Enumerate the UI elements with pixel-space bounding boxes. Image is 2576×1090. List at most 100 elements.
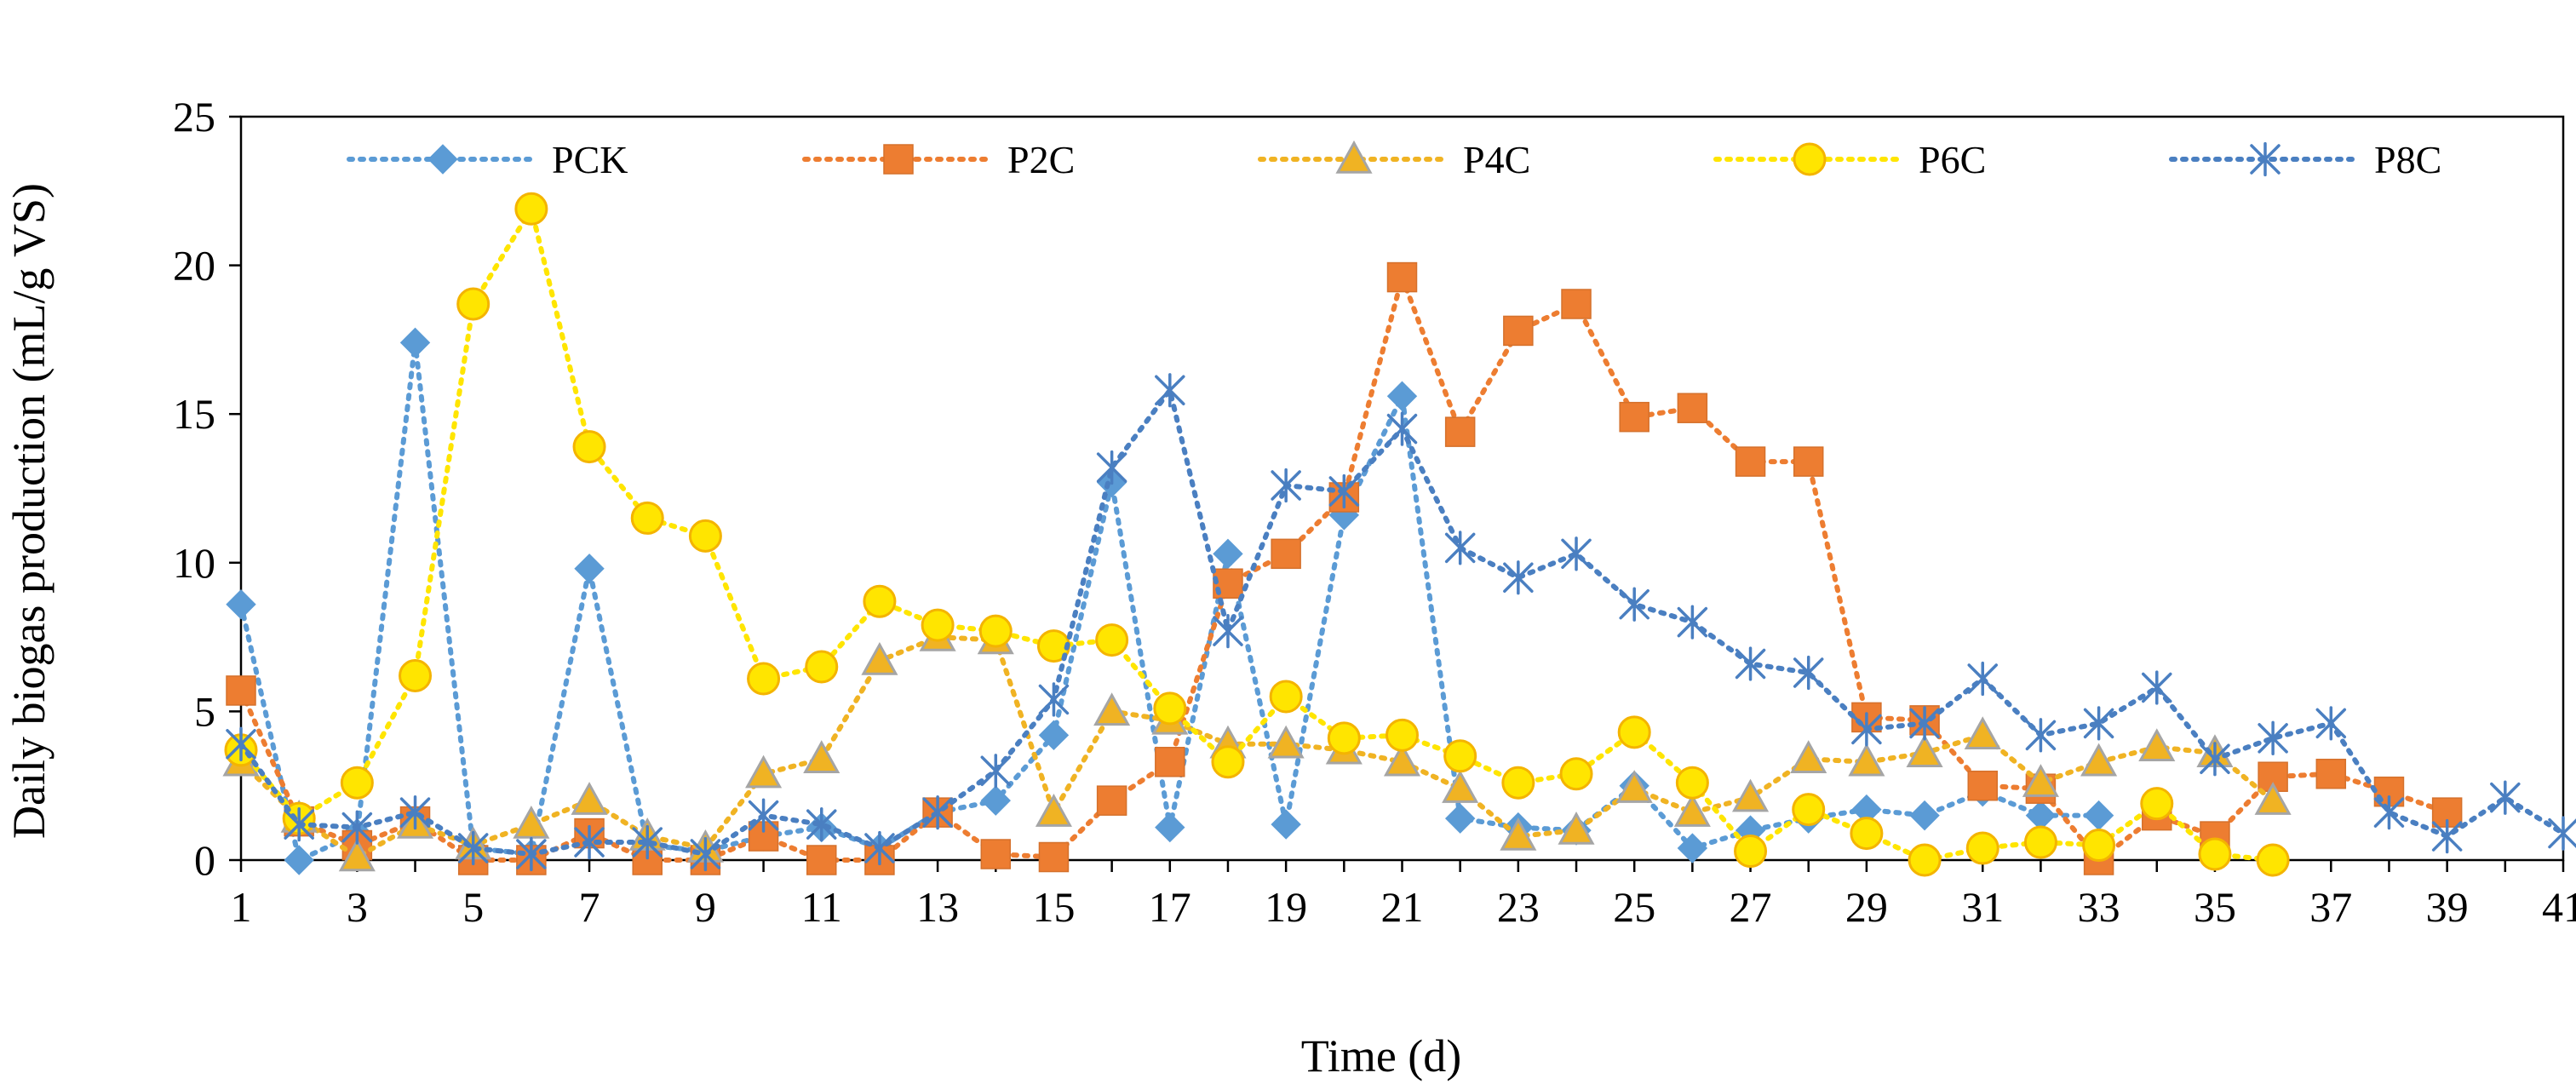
- data-point-p4c: [1848, 743, 1885, 777]
- data-point-p8c: [1561, 536, 1592, 571]
- data-point-pck: [574, 554, 605, 584]
- x-tick-label: 19: [1265, 883, 1307, 931]
- data-point-p2c: [1735, 446, 1766, 477]
- data-point-p2c: [1619, 401, 1649, 433]
- data-point-pck: [284, 845, 314, 875]
- x-tick-label: 23: [1497, 883, 1540, 931]
- x-tick-label: 33: [2078, 883, 2120, 931]
- data-point-p8c: [1967, 661, 1998, 697]
- data-point-p8c: [1444, 531, 1476, 565]
- plot-series: [222, 192, 2576, 877]
- data-point-p2c: [1386, 261, 1418, 293]
- x-tick-label: 39: [2426, 883, 2469, 931]
- axes: 1 3 5 7 9 11 13 15 17 19 21 23 25 27 29 31 33 35 37 39 41051…: [173, 93, 2576, 931]
- series-p6c: [224, 192, 2290, 877]
- x-tick-label: 1: [231, 883, 252, 931]
- data-point-p8c: [2258, 720, 2288, 755]
- data-point-p8c: [1677, 605, 1708, 640]
- x-tick-label: 29: [1845, 883, 1888, 931]
- data-point-pck: [1444, 803, 1476, 834]
- data-point-p6c: [2256, 843, 2290, 877]
- data-point-p6c: [978, 614, 1013, 648]
- legend-marker-p4c: [1335, 140, 1373, 174]
- data-point-p8c: [2200, 742, 2230, 777]
- data-point-p4c: [338, 838, 376, 872]
- data-point-p2c: [1677, 393, 1708, 423]
- x-axis-title: Time (d): [1301, 1030, 1462, 1081]
- data-point-p8c: [690, 836, 721, 872]
- data-point-p8c: [1909, 706, 1940, 741]
- x-tick-label: 17: [1149, 883, 1191, 931]
- data-point-p4c: [1964, 716, 2001, 750]
- data-point-pck: [226, 588, 256, 620]
- data-point-p6c: [1850, 817, 1884, 851]
- x-tick-label: 37: [2309, 883, 2352, 931]
- x-tick-label: 13: [916, 883, 959, 931]
- data-point-pck: [2083, 800, 2114, 831]
- data-point-p6c: [1792, 793, 1826, 827]
- data-point-p6c: [1965, 831, 1999, 865]
- data-point-p8c: [2315, 706, 2347, 741]
- data-point-p4c: [1558, 811, 1595, 845]
- data-point-p6c: [399, 658, 433, 692]
- data-point-p4c: [1035, 794, 1072, 827]
- data-point-p4c: [2080, 743, 2118, 777]
- data-point-p6c: [340, 766, 374, 800]
- data-point-p2c: [806, 845, 837, 875]
- data-point-p8c: [1328, 473, 1360, 509]
- data-point-p4c: [1383, 743, 1421, 777]
- y-tick-label: 15: [173, 390, 215, 438]
- data-point-p6c: [1095, 623, 1129, 657]
- data-point-p6c: [2023, 825, 2057, 859]
- data-point-p4c: [745, 754, 783, 789]
- y-tick-label: 5: [194, 687, 215, 735]
- data-point-p6c: [1386, 718, 1419, 752]
- data-point-p6c: [572, 430, 606, 464]
- legend: PCK P2C P4C P6C P8C: [347, 138, 2441, 181]
- data-point-p8c: [1386, 411, 1418, 446]
- series-line-p2c: [238, 268, 2450, 864]
- data-point-p4c: [2254, 782, 2292, 815]
- data-point-p4c: [1267, 725, 1305, 759]
- legend-item-p6c: P6C: [1713, 138, 1986, 181]
- x-tick-label: 41: [2542, 883, 2576, 931]
- data-point-p6c: [1617, 715, 1651, 749]
- data-point-p6c: [2140, 787, 2174, 821]
- data-point-p4c: [861, 641, 898, 675]
- data-point-pck: [1155, 812, 1185, 843]
- data-point-pck: [1677, 833, 1708, 863]
- data-point-p6c: [456, 287, 491, 321]
- data-point-p2c: [2315, 758, 2347, 789]
- data-point-p8c: [806, 806, 837, 842]
- data-point-p4c: [1442, 770, 1479, 803]
- data-point-p8c: [1038, 682, 1070, 717]
- data-point-p8c: [980, 754, 1012, 789]
- data-point-p8c: [574, 824, 605, 860]
- x-tick-label: 3: [347, 883, 368, 931]
- legend-label-p8c: P8C: [2374, 138, 2441, 181]
- data-point-p6c: [514, 192, 548, 226]
- y-tick-label: 25: [173, 93, 215, 141]
- data-point-p2c: [226, 675, 256, 706]
- data-point-pck: [1909, 800, 1940, 831]
- data-point-p6c: [1443, 739, 1477, 773]
- data-point-p6c: [1734, 835, 1768, 869]
- data-point-p6c: [921, 608, 955, 642]
- data-point-p4c: [803, 740, 840, 773]
- data-point-p6c: [1211, 745, 1245, 779]
- x-tick-label: 7: [579, 883, 600, 931]
- data-point-p2c: [1561, 289, 1592, 319]
- data-point-p8c: [516, 836, 547, 872]
- data-point-p6c: [1675, 766, 1709, 800]
- data-point-pck: [2025, 800, 2057, 831]
- legend-label-p4c: P4C: [1463, 138, 1530, 181]
- legend-item-p8c: P8C: [2169, 138, 2441, 181]
- data-point-p6c: [863, 584, 897, 618]
- data-point-p8c: [284, 806, 314, 842]
- data-point-p8c: [922, 795, 953, 830]
- legend-item-pck: PCK: [347, 138, 628, 181]
- data-point-p8c: [2083, 706, 2114, 741]
- x-tick-label: 11: [801, 883, 842, 931]
- data-point-p8c: [1271, 468, 1301, 503]
